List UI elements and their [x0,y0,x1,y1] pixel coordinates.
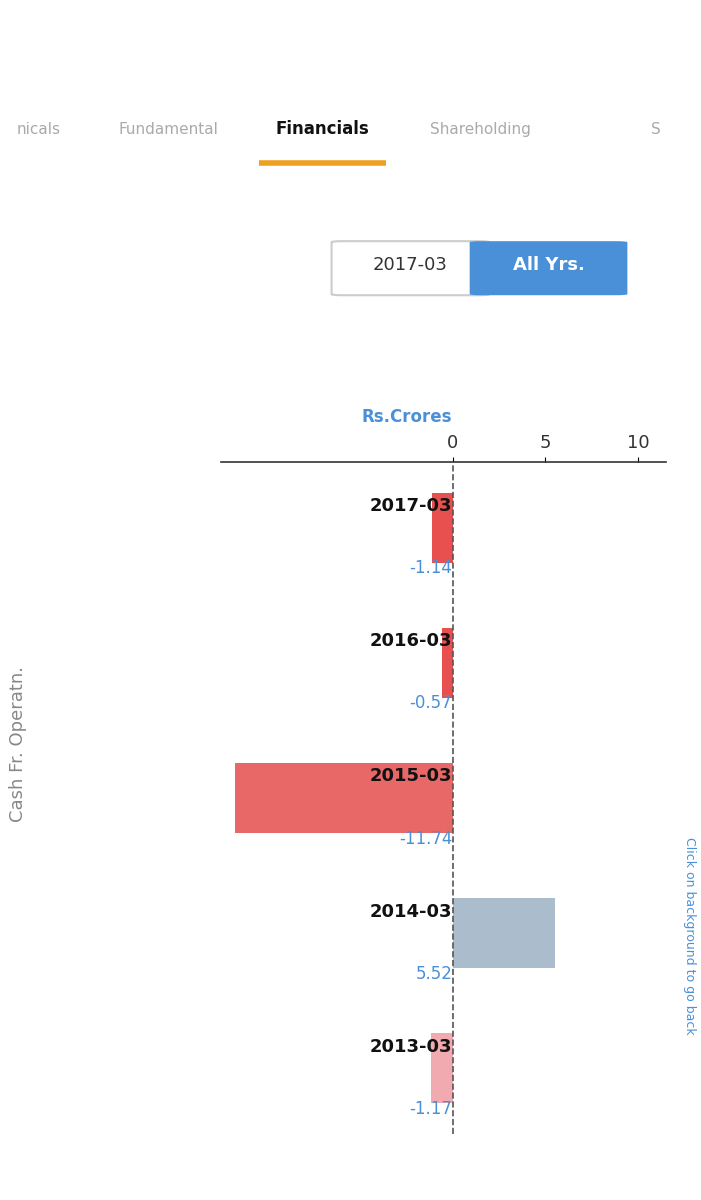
Text: -11.74: -11.74 [399,829,452,847]
Text: Cash Flow  ▼: Cash Flow ▼ [70,185,210,204]
Text: -0.57: -0.57 [409,695,452,713]
Bar [431,1033,453,1104]
Text: 2017-03: 2017-03 [373,256,447,274]
Text: 2014-03: 2014-03 [370,902,452,920]
FancyBboxPatch shape [470,241,627,295]
Text: S: S [651,122,660,137]
Text: Rs.Crores: Rs.Crores [362,408,452,426]
Text: ⋮: ⋮ [642,36,676,68]
Text: Thirani Projects Ltd.: Thirani Projects Ltd. [135,38,454,66]
Text: Financials: Financials [275,120,369,138]
Text: -1.17: -1.17 [409,1100,452,1118]
Bar [432,492,453,563]
Text: nicals: nicals [17,122,60,137]
FancyBboxPatch shape [332,241,489,295]
Text: 2017-03: 2017-03 [370,497,452,515]
Text: 2013-03: 2013-03 [370,1038,452,1056]
Text: Fundamental: Fundamental [118,122,218,137]
Text: ☆: ☆ [581,36,611,68]
Bar [442,628,453,698]
Text: Standalone  ▼: Standalone ▼ [414,185,567,204]
Text: ←: ← [21,36,49,68]
Text: -1.14: -1.14 [409,559,452,577]
Text: 2015-03: 2015-03 [370,767,452,785]
Text: 2016-03: 2016-03 [370,632,452,650]
Bar [453,898,555,968]
Text: All Yrs.: All Yrs. [513,256,585,274]
Text: Click on background to go back: Click on background to go back [683,838,695,1034]
Text: 5.52: 5.52 [416,965,452,983]
Text: Shareholding: Shareholding [430,122,531,137]
Text: Cash Fr. Operatn.: Cash Fr. Operatn. [8,666,27,822]
Bar [235,763,453,833]
